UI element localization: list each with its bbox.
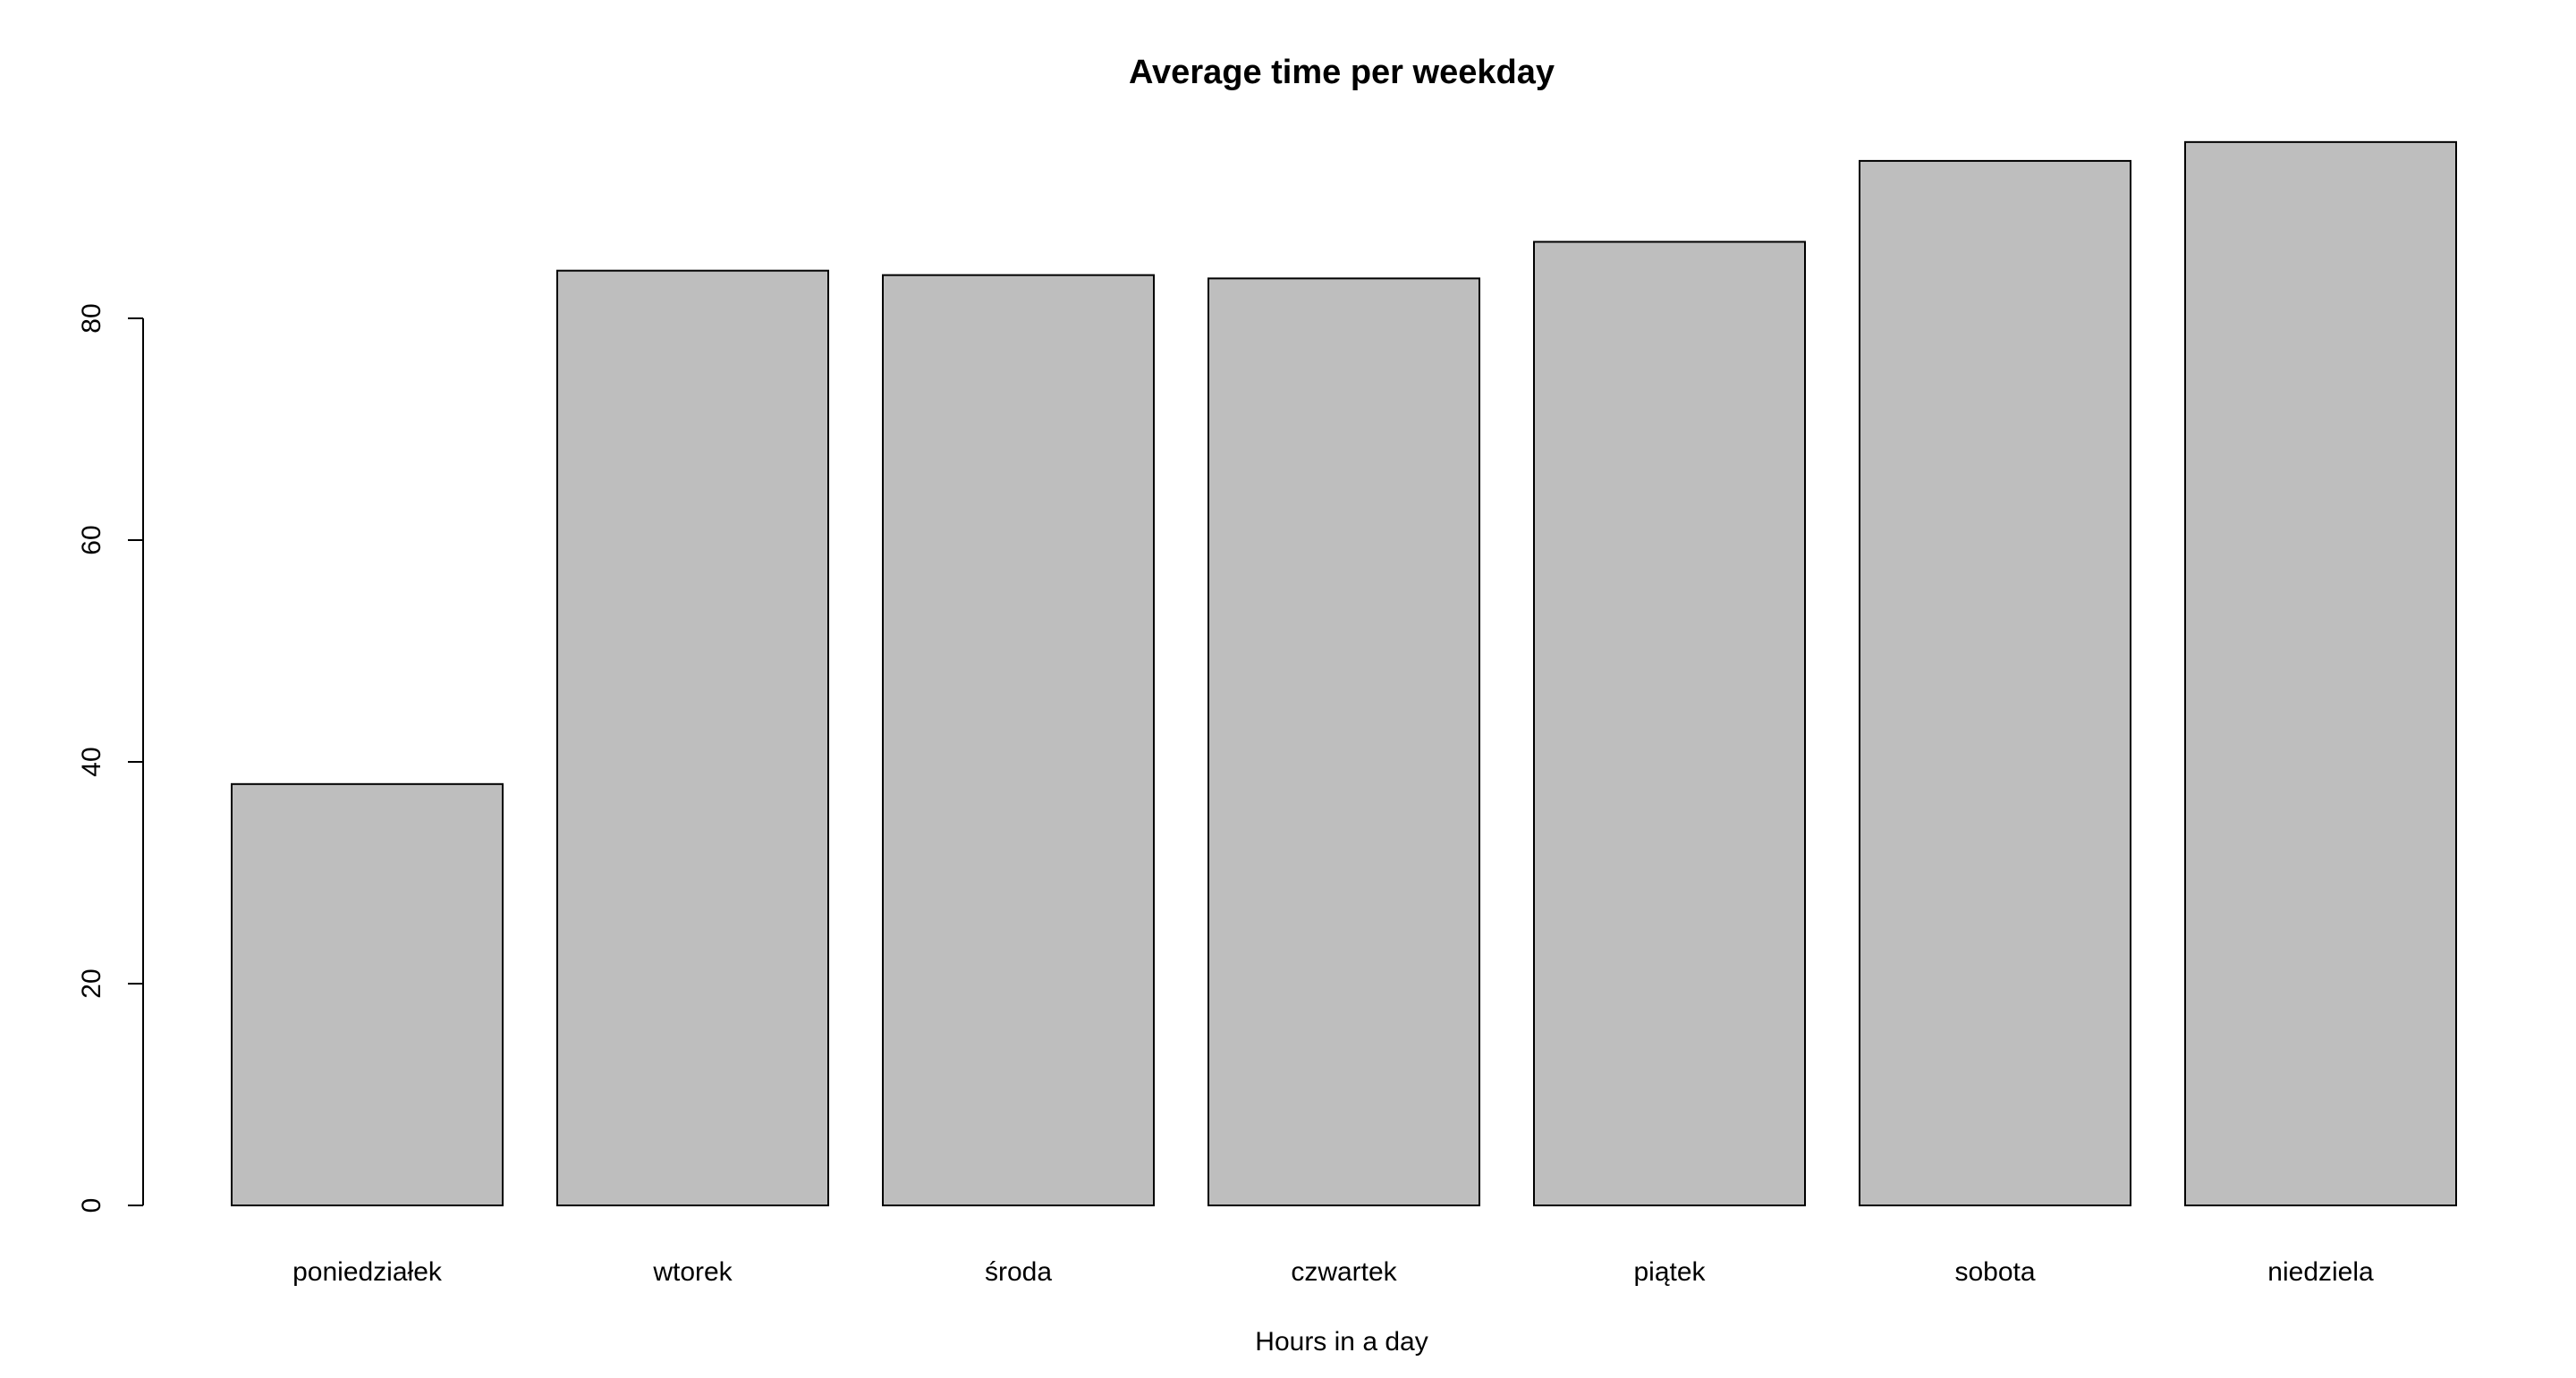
chart-title: Average time per weekday [1129, 54, 1555, 91]
x-axis-category-labels: poniedziałek wtorek środa czwartek piątek sob… [292, 1257, 2374, 1287]
category-label-4: piątek [1633, 1257, 1706, 1287]
x-axis-label: Hours in a day [1255, 1327, 1428, 1357]
category-label-1: wtorek [652, 1257, 733, 1287]
bar-0 [231, 782, 504, 1206]
bar-2 [882, 274, 1155, 1206]
bar-4 [1533, 241, 1806, 1207]
y-axis: 0 20 40 60 80 [77, 303, 144, 1213]
y-tick-label-3: 60 [77, 525, 106, 554]
bar-5 [1859, 159, 2131, 1206]
category-label-6: niedziela [2267, 1257, 2374, 1287]
bar-6 [2184, 140, 2457, 1207]
category-label-5: sobota [1954, 1257, 2035, 1287]
y-tick-label-0: 0 [77, 1198, 106, 1213]
category-label-2: środa [985, 1257, 1052, 1287]
bar-3 [1208, 277, 1480, 1206]
y-tick-label-1: 20 [77, 968, 106, 998]
y-tick-label-2: 40 [77, 747, 106, 776]
bars-layer [231, 140, 2457, 1207]
y-tick-label-4: 80 [77, 303, 106, 333]
bar-1 [556, 269, 829, 1206]
category-label-3: czwartek [1291, 1257, 1397, 1287]
category-label-0: poniedziałek [292, 1257, 443, 1287]
